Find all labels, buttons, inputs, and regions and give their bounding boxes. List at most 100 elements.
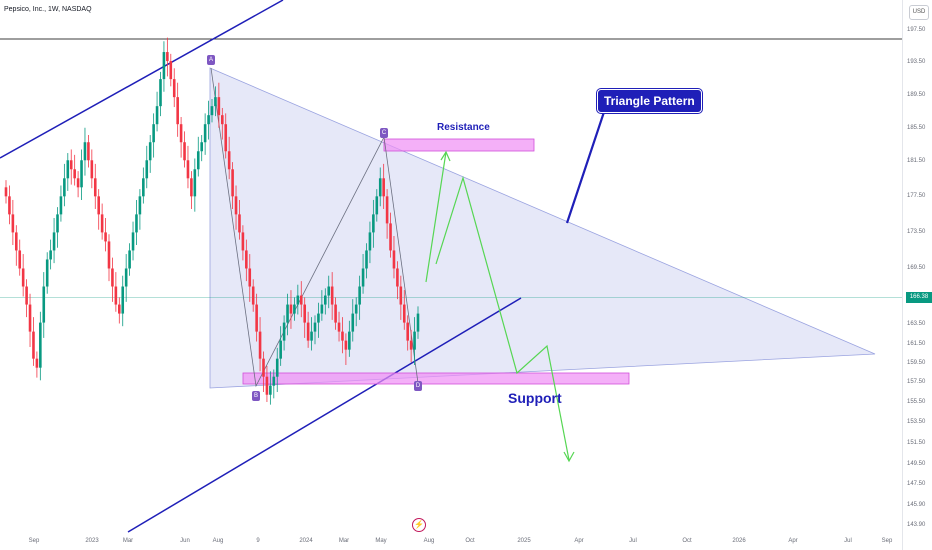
triangle-pattern-callout: Triangle Pattern [597, 89, 702, 113]
candle-body [265, 376, 269, 395]
time-tick-label: 2026 [732, 538, 746, 544]
candle-body [272, 376, 276, 386]
time-tick-label: Apr [574, 538, 584, 544]
projection-down-arrowhead [563, 451, 575, 463]
candle-body [93, 178, 97, 197]
candle-body [25, 286, 28, 305]
time-tick-label: Jul [629, 538, 637, 544]
candle-body [255, 304, 258, 332]
price-tick-label: 157.50 [907, 379, 926, 385]
candle-body [320, 304, 324, 314]
callout-pointer [565, 111, 606, 224]
candle-body [196, 151, 200, 170]
resistance-label: Resistance [437, 122, 490, 133]
candle-body [231, 169, 234, 197]
candle-body [378, 178, 382, 197]
candle-body [114, 286, 118, 305]
time-tick-label: May [375, 538, 387, 544]
candle-body [21, 268, 25, 287]
candle-body [416, 313, 420, 332]
time-tick-label: Jul [844, 538, 852, 544]
time-tick-label: 2025 [517, 538, 531, 544]
time-tick-label: Sep [28, 538, 40, 544]
price-tick-label: 155.50 [907, 399, 926, 405]
time-tick-label: 2023 [85, 538, 99, 544]
candle-body [183, 142, 186, 161]
price-tick-label: 161.50 [907, 341, 926, 347]
candle-body [172, 79, 176, 98]
price-tick-label: 197.50 [907, 27, 926, 33]
candle-body [193, 169, 197, 197]
candle-body [90, 160, 94, 179]
point-a-label: A [207, 55, 215, 65]
candle-body [306, 322, 310, 341]
candle-body [399, 286, 403, 305]
candle-body [4, 187, 8, 197]
candle-body [66, 160, 70, 179]
candle-body [210, 106, 214, 116]
price-tick-label: 151.50 [907, 440, 926, 446]
candle-body [275, 358, 279, 377]
candle-body [317, 313, 320, 323]
price-scale[interactable] [902, 0, 932, 550]
candle-body [179, 124, 183, 143]
candle-body [186, 160, 190, 179]
time-tick-label: Aug [212, 538, 224, 544]
candle-body [382, 178, 385, 197]
candle-body [131, 232, 135, 251]
point-b-label: B [252, 391, 260, 401]
candle-body [296, 295, 300, 305]
price-tick-label: 169.50 [907, 265, 926, 271]
candle-body [286, 304, 289, 323]
price-tick-label: 143.90 [907, 522, 926, 528]
candle-body [344, 340, 348, 350]
candle-body [39, 322, 42, 368]
price-tick-label: 173.50 [907, 229, 926, 235]
candle-body [330, 286, 334, 305]
candle-body [251, 286, 255, 305]
price-tick-label: 159.50 [907, 360, 926, 366]
flash-icon[interactable]: ⚡ [412, 518, 426, 532]
time-tick-label: Mar [122, 538, 134, 544]
candle-body [269, 385, 272, 395]
price-tick-label: 177.50 [907, 193, 926, 199]
candle-body [83, 142, 87, 161]
price-tick-label: 185.50 [907, 125, 926, 131]
candle-body [32, 331, 35, 359]
candle-body [107, 241, 111, 269]
candle-body [324, 295, 327, 305]
channel-lower-line [127, 297, 522, 533]
candle-body [73, 169, 76, 179]
candle-body [100, 214, 104, 233]
candle-body [97, 196, 100, 215]
candle-body [124, 268, 128, 287]
candle-body [245, 250, 248, 269]
candle-body [402, 304, 406, 323]
candle-body [63, 178, 66, 197]
time-tick-label: Aug [423, 538, 435, 544]
candle-body [104, 232, 107, 242]
candle-body [80, 160, 83, 188]
time-tick-label: Oct [682, 538, 692, 544]
candle-body [52, 232, 56, 251]
candle-body [138, 196, 142, 215]
candle-body [59, 196, 63, 215]
candle-body [406, 322, 409, 341]
candle-body [365, 250, 368, 269]
candle-body [145, 160, 149, 179]
projection-up-arrowhead [440, 150, 451, 162]
currency-button[interactable]: USD [909, 5, 929, 20]
candle-body [396, 268, 399, 287]
price-tick-label: 163.50 [907, 321, 926, 327]
candle-body [152, 124, 155, 143]
point-c-label: C [380, 128, 388, 138]
candle-body [214, 97, 217, 107]
price-tick-label: 153.50 [907, 419, 926, 425]
candle-body [327, 286, 331, 296]
candle-body [279, 340, 282, 359]
candle-body [121, 286, 125, 314]
candle-body [341, 331, 344, 341]
candle-body [368, 232, 372, 251]
